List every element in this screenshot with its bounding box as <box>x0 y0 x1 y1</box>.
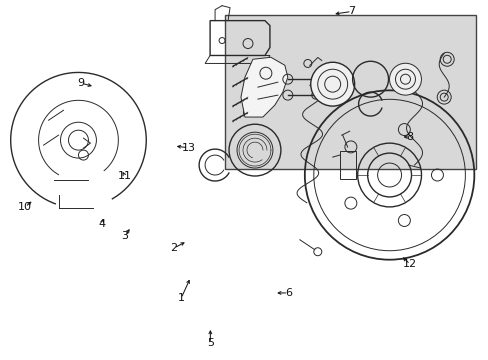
Text: 13: 13 <box>181 143 195 153</box>
Text: 11: 11 <box>118 171 132 181</box>
Text: 3: 3 <box>122 231 128 240</box>
Text: 12: 12 <box>403 259 416 269</box>
Bar <box>339 151 355 179</box>
Text: 8: 8 <box>406 132 413 142</box>
Text: 7: 7 <box>347 6 355 17</box>
Circle shape <box>310 62 354 106</box>
Bar <box>224 15 475 169</box>
Bar <box>243 105 252 113</box>
Polygon shape <box>241 57 287 117</box>
Text: 1: 1 <box>177 293 184 303</box>
Text: 4: 4 <box>98 219 105 229</box>
Text: 10: 10 <box>18 202 32 212</box>
Text: 6: 6 <box>285 288 291 298</box>
Text: 9: 9 <box>78 78 84 88</box>
Circle shape <box>248 110 251 113</box>
Circle shape <box>389 63 421 95</box>
Text: 5: 5 <box>206 338 213 348</box>
Text: 2: 2 <box>170 243 177 253</box>
